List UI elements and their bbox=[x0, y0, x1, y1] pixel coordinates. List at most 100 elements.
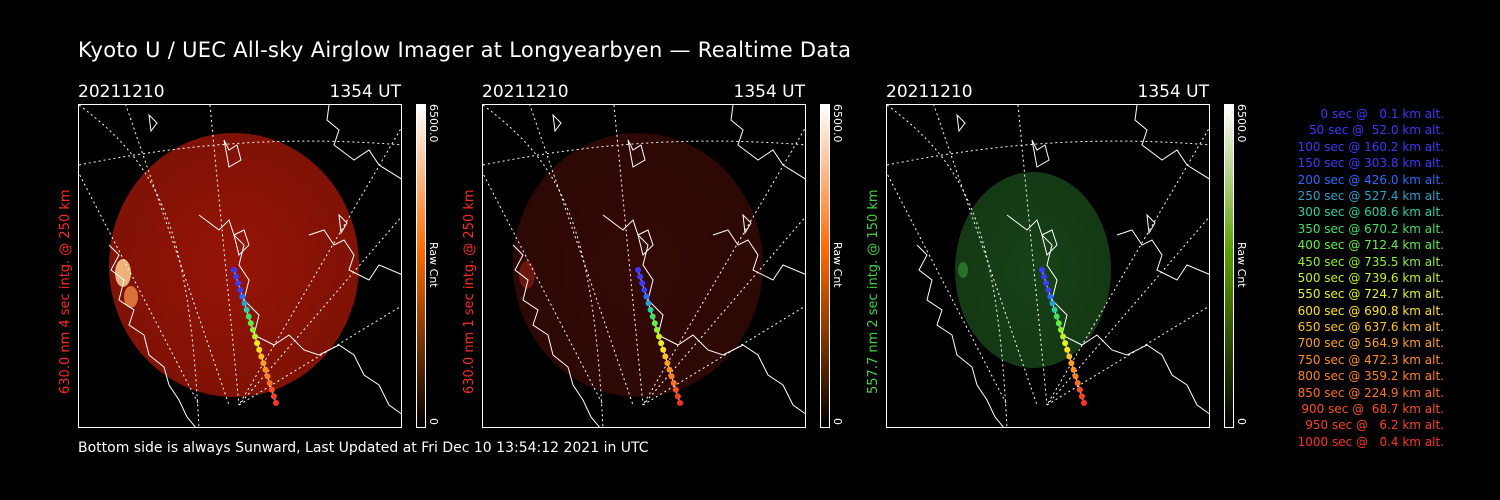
coastline bbox=[712, 229, 805, 281]
track-point bbox=[233, 273, 240, 280]
track-point bbox=[677, 400, 683, 406]
panel-3-cb-min: 0 bbox=[1235, 418, 1248, 425]
grid-line bbox=[887, 172, 1008, 406]
island bbox=[1041, 229, 1058, 256]
aurora-spot bbox=[519, 261, 535, 289]
track-point bbox=[1043, 280, 1050, 287]
panel-1-ylabel: 630.0 nm 4 sec intg. @ 250 km bbox=[58, 189, 73, 394]
legend-row: 50 sec @ 52.0 km alt. bbox=[1301, 123, 1444, 138]
track-point bbox=[637, 273, 644, 280]
panel-1-colorbar bbox=[416, 104, 426, 428]
grid-line bbox=[483, 140, 805, 166]
track-point bbox=[1068, 360, 1075, 367]
panel-2-cb-min: 0 bbox=[831, 418, 844, 425]
track-point bbox=[247, 320, 254, 327]
grid-line bbox=[887, 140, 1209, 166]
legend-row: 750 sec @ 472.3 km alt. bbox=[1293, 352, 1444, 367]
island bbox=[627, 139, 646, 168]
legend-row: 250 sec @ 527.4 km alt. bbox=[1293, 188, 1444, 203]
grid-line bbox=[887, 105, 1008, 427]
track-point bbox=[1057, 326, 1064, 333]
track-point bbox=[273, 400, 279, 406]
panel-2-colorbar bbox=[820, 104, 830, 428]
track-point bbox=[639, 280, 646, 287]
legend-row: 700 sec @ 564.9 km alt. bbox=[1293, 336, 1444, 351]
panel-2-date: 20211210 bbox=[482, 82, 569, 102]
track-point bbox=[266, 380, 273, 387]
track-point bbox=[243, 306, 250, 313]
track-point bbox=[260, 360, 267, 367]
island bbox=[233, 229, 250, 256]
altitude-legend: 0 sec @ 0.1 km alt. 50 sec @ 52.0 km alt… bbox=[1262, 106, 1444, 450]
track-point bbox=[1070, 366, 1077, 373]
grid-line bbox=[79, 105, 200, 427]
track-point bbox=[643, 293, 650, 300]
coastline bbox=[602, 214, 805, 415]
grid-line bbox=[642, 305, 805, 406]
legend-row: 0 sec @ 0.1 km alt. bbox=[1309, 107, 1444, 121]
panel-1-image bbox=[78, 104, 402, 428]
grid-line bbox=[642, 216, 805, 406]
track-point bbox=[641, 286, 648, 293]
track-point bbox=[239, 293, 246, 300]
track-point bbox=[241, 300, 248, 307]
airglow-disc bbox=[955, 172, 1111, 368]
island bbox=[637, 229, 654, 256]
track-point bbox=[1081, 400, 1087, 406]
track-point bbox=[664, 360, 671, 367]
coastline bbox=[1134, 105, 1209, 180]
grid-line bbox=[483, 105, 604, 427]
grid-line bbox=[238, 305, 401, 406]
track-point bbox=[1049, 300, 1056, 307]
island bbox=[956, 113, 966, 133]
panel-3-map bbox=[887, 105, 1209, 427]
panel-2-cb-unit: Raw Cnt bbox=[831, 242, 844, 288]
grid-line bbox=[1017, 105, 1048, 406]
track-point bbox=[1064, 346, 1071, 353]
panel-1-map bbox=[79, 105, 401, 427]
panel-2-image bbox=[482, 104, 806, 428]
panel-2-map bbox=[483, 105, 805, 427]
coastline bbox=[108, 244, 196, 427]
grid-line bbox=[642, 127, 805, 406]
track-point bbox=[1072, 373, 1079, 380]
track-point bbox=[658, 340, 665, 347]
coastline bbox=[916, 244, 1004, 427]
grid-line bbox=[125, 105, 230, 406]
airglow-disc bbox=[513, 133, 763, 397]
track-point bbox=[1078, 393, 1085, 400]
legend-row: 200 sec @ 426.0 km alt. bbox=[1293, 172, 1444, 187]
track-point bbox=[1066, 353, 1073, 360]
island bbox=[338, 213, 348, 235]
legend-row: 600 sec @ 690.8 km alt. bbox=[1293, 303, 1444, 318]
grid-line bbox=[238, 216, 401, 406]
grid-line bbox=[79, 172, 200, 406]
track-point bbox=[674, 393, 681, 400]
island bbox=[1031, 139, 1050, 168]
track-point bbox=[645, 300, 652, 307]
track-point bbox=[670, 380, 677, 387]
aurora-spot bbox=[124, 286, 138, 308]
track-point bbox=[262, 366, 269, 373]
track-point bbox=[1051, 306, 1058, 313]
legend-row: 800 sec @ 359.2 km alt. bbox=[1293, 369, 1444, 384]
panel-1-cb-max: 6500.0 bbox=[427, 104, 440, 143]
track-point bbox=[672, 386, 679, 393]
track-point bbox=[635, 267, 641, 273]
grid-line bbox=[1046, 216, 1209, 406]
track-point bbox=[647, 306, 654, 313]
island bbox=[1146, 213, 1156, 235]
legend-row: 950 sec @ 6.2 km alt. bbox=[1301, 418, 1444, 433]
track-point bbox=[666, 366, 673, 373]
track-point bbox=[668, 373, 675, 380]
coastline bbox=[198, 214, 401, 415]
track-point bbox=[256, 346, 263, 353]
track-point bbox=[1045, 286, 1052, 293]
track-point bbox=[268, 386, 275, 393]
track-point bbox=[651, 320, 658, 327]
track-point bbox=[252, 333, 258, 340]
panel-1-time: 1354 UT bbox=[329, 82, 402, 102]
track-point bbox=[1062, 340, 1069, 347]
track-point bbox=[245, 313, 252, 320]
page-title: Kyoto U / UEC All-sky Airglow Imager at … bbox=[78, 38, 852, 62]
